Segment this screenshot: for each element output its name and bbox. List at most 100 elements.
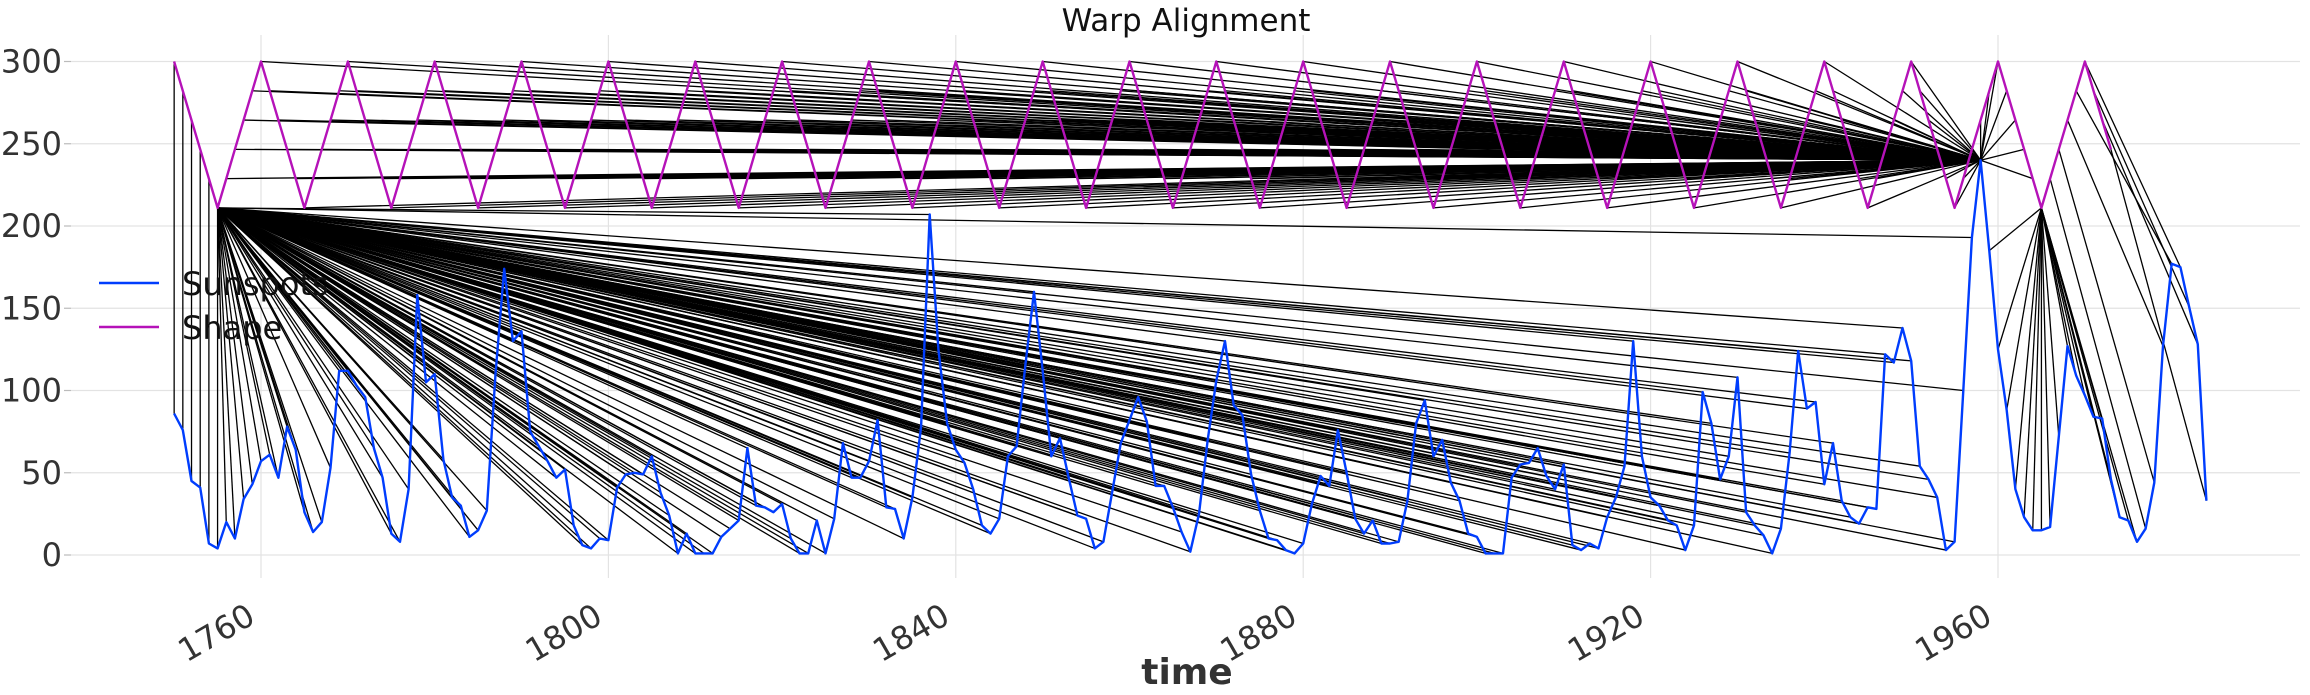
- x-tick-label: 1960: [1908, 596, 1998, 670]
- alignment-line: [217, 207, 1191, 553]
- x-axis-label: time: [1141, 652, 1232, 693]
- alignment-line: [217, 207, 427, 383]
- y-tick-label: 250: [1, 125, 62, 163]
- alignment-line: [216, 207, 306, 513]
- alignment-line: [217, 207, 1703, 393]
- alignment-line: [217, 207, 635, 474]
- alignment-line: [217, 207, 540, 447]
- alignment-line: [217, 207, 1217, 382]
- alignment-line: [217, 207, 1729, 457]
- alignment-line: [2075, 90, 2173, 265]
- y-tick-label: 300: [1, 43, 62, 81]
- alignment-line: [217, 207, 870, 462]
- alignment-line: [217, 207, 1078, 517]
- alignment-line: [1346, 159, 1981, 209]
- alignment-line: [1780, 159, 1981, 209]
- x-tick-label: 1800: [519, 596, 609, 670]
- alignment-line: [217, 207, 1712, 425]
- alignment-line: [2110, 149, 2208, 501]
- alignment-line: [217, 207, 575, 526]
- alignment-line: [217, 207, 1035, 293]
- alignment-line: [217, 207, 835, 520]
- alignment-line: [1980, 90, 2008, 161]
- alignment-line: [2084, 61, 2181, 268]
- alignment-line: [1389, 60, 1981, 161]
- alignment-line: [217, 207, 1669, 522]
- alignment-line: [217, 207, 844, 444]
- alignment-line: [1980, 119, 2016, 161]
- alignment-line: [217, 207, 1061, 439]
- alignment-line: [252, 90, 1981, 161]
- alignment-line: [234, 148, 1981, 161]
- alignment-line: [1693, 159, 1981, 209]
- alignment-line: [1129, 60, 1981, 161]
- alignment-line: [217, 207, 957, 451]
- alignment-line: [1433, 159, 1981, 209]
- alignment-line: [217, 207, 1130, 421]
- alignment-line: [1303, 60, 1981, 161]
- alignment-line: [1988, 207, 2042, 252]
- alignment-line: [217, 207, 922, 428]
- y-tick-label: 200: [1, 207, 62, 245]
- alignment-line: [217, 207, 375, 449]
- alignment-line: [216, 207, 253, 485]
- alignment-line: [243, 119, 1981, 161]
- alignment-line: [216, 207, 245, 500]
- alignment-line: [1980, 159, 2033, 180]
- warp-alignment-lines: [173, 60, 2208, 554]
- series-line-shape: [172, 60, 2113, 210]
- alignment-line: [217, 207, 340, 372]
- y-tick-label: 150: [1, 289, 62, 327]
- x-tick-label: 1920: [1561, 596, 1651, 670]
- alignment-line: [434, 60, 1981, 161]
- alignment-line: [1954, 159, 1982, 209]
- series-line-sunspots: [173, 158, 2208, 555]
- alignment-line: [1520, 159, 1981, 209]
- alignment-line: [1650, 60, 1981, 161]
- alignment-line: [521, 60, 1981, 161]
- alignment-line: [217, 207, 1938, 499]
- alignment-line: [216, 207, 332, 469]
- alignment-line: [2032, 207, 2043, 531]
- alignment-line: [2040, 207, 2051, 528]
- alignment-line: [695, 60, 1981, 161]
- y-tick-label: 0: [42, 536, 62, 574]
- alignment-line: [347, 60, 1981, 161]
- alignment-line: [216, 207, 262, 462]
- alignment-line: [217, 207, 948, 425]
- y-tick-label: 50: [21, 454, 62, 492]
- alignment-line: [217, 207, 809, 554]
- alignment-line: [217, 207, 1365, 535]
- chart-title: Warp Alignment: [1062, 3, 1311, 39]
- alignment-line: [1919, 90, 1982, 161]
- alignment-line: [217, 207, 939, 351]
- alignment-line: [1867, 159, 1981, 209]
- alignment-line: [260, 60, 1981, 161]
- alignment-line: [217, 207, 557, 479]
- alignment-line: [217, 207, 514, 342]
- alignment-line: [217, 207, 1790, 454]
- alignment-line: [782, 60, 1981, 161]
- alignment-line: [2014, 207, 2043, 490]
- alignment-line: [216, 207, 236, 539]
- alignment-line: [1979, 61, 1999, 161]
- alignment-line: [217, 207, 653, 457]
- alignment-line: [2040, 207, 2069, 347]
- alignment-line: [216, 207, 271, 455]
- alignment-line: [217, 207, 418, 296]
- alignment-line: [1910, 61, 1982, 161]
- alignment-line: [216, 207, 227, 523]
- alignment-line: [2040, 207, 2086, 396]
- legend: Sunspots Shape: [99, 265, 329, 347]
- alignment-line: [217, 207, 349, 372]
- alignment-line: [217, 207, 1920, 467]
- alignment-line: [217, 207, 1738, 378]
- alignment-line: [2049, 178, 2147, 529]
- alignment-line: [217, 207, 904, 540]
- alignment-line: [608, 60, 1981, 161]
- alignment-line: [217, 207, 1182, 533]
- x-axis-ticks: 1760 1800 1840 1880 1920 1960: [171, 596, 1998, 670]
- x-tick-label: 1840: [866, 596, 956, 670]
- alignment-line: [1979, 90, 1990, 161]
